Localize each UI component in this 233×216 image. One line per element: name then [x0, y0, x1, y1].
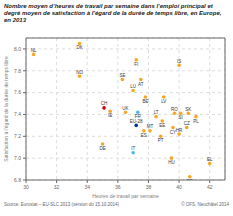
svg-text:DK: DK: [76, 45, 82, 50]
svg-text:SI: SI: [178, 115, 182, 120]
svg-text:EU-28: EU-28: [130, 119, 143, 124]
html-text:Nombre moyen d’heures de trava: Nombre moyen d’heures de travail par sem…: [4, 3, 213, 9]
svg-text:6.8: 6.8: [14, 177, 21, 183]
svg-text:38: 38: [146, 184, 152, 190]
svg-text:LT: LT: [154, 110, 159, 115]
svg-text:HU: HU: [168, 160, 175, 165]
svg-text:RO: RO: [171, 107, 178, 112]
svg-text:EE: EE: [159, 123, 165, 128]
svg-text:BE: BE: [142, 99, 148, 104]
svg-text:Heures de travail par semaine: Heures de travail par semaine: [92, 193, 159, 199]
svg-text:SK: SK: [185, 107, 191, 112]
svg-text:Satisfaction à l’égard de la d: Satisfaction à l’égard de la durée de te…: [8, 56, 9, 162]
svg-text:NO: NO: [76, 70, 83, 75]
html-text:© OFS, Neuchâtel 2014: © OFS, Neuchâtel 2014: [181, 202, 229, 207]
svg-text:DE: DE: [99, 146, 105, 151]
svg-text:34: 34: [84, 184, 90, 190]
svg-text:CZ: CZ: [184, 121, 190, 126]
svg-text:HR: HR: [176, 128, 183, 133]
svg-text:7.0: 7.0: [14, 155, 21, 161]
svg-text:42: 42: [207, 184, 213, 190]
svg-text:7.4: 7.4: [14, 111, 21, 117]
svg-text:SE: SE: [119, 73, 125, 78]
svg-text:IS: IS: [177, 59, 181, 64]
svg-text:IE: IE: [108, 113, 112, 118]
svg-text:32: 32: [54, 184, 60, 190]
svg-text:36: 36: [115, 184, 121, 190]
svg-text:7.6: 7.6: [14, 89, 21, 95]
svg-text:PT: PT: [158, 138, 164, 143]
svg-text:ES: ES: [141, 133, 147, 138]
svg-text:CH: CH: [101, 101, 108, 106]
svg-text:PL: PL: [193, 119, 199, 124]
svg-text:FR: FR: [134, 114, 141, 120]
svg-text:7.8: 7.8: [14, 68, 21, 74]
svg-text:BG: BG: [187, 179, 194, 180]
svg-text:FI: FI: [134, 62, 138, 67]
svg-text:40: 40: [176, 184, 182, 190]
svg-text:30: 30: [23, 184, 29, 190]
svg-text:LU: LU: [130, 84, 136, 89]
svg-text:NL: NL: [31, 48, 37, 53]
svg-text:CY: CY: [169, 129, 177, 135]
svg-text:LV: LV: [161, 99, 166, 104]
svg-text:MT: MT: [147, 124, 154, 129]
svg-text:IT: IT: [131, 146, 135, 151]
svg-text:UK: UK: [122, 106, 128, 111]
svg-text:AT: AT: [138, 82, 144, 87]
html-text:Source: Eurostat – EU-SLC 2013: Source: Eurostat – EU-SLC 2013 (version …: [4, 202, 120, 207]
svg-text:7.2: 7.2: [14, 133, 21, 139]
svg-text:8.0: 8.0: [14, 46, 21, 52]
html-text:degré moyen de satisfaction à: degré moyen de satisfaction à l’égard de…: [4, 10, 222, 23]
svg-text:EL: EL: [207, 157, 213, 162]
